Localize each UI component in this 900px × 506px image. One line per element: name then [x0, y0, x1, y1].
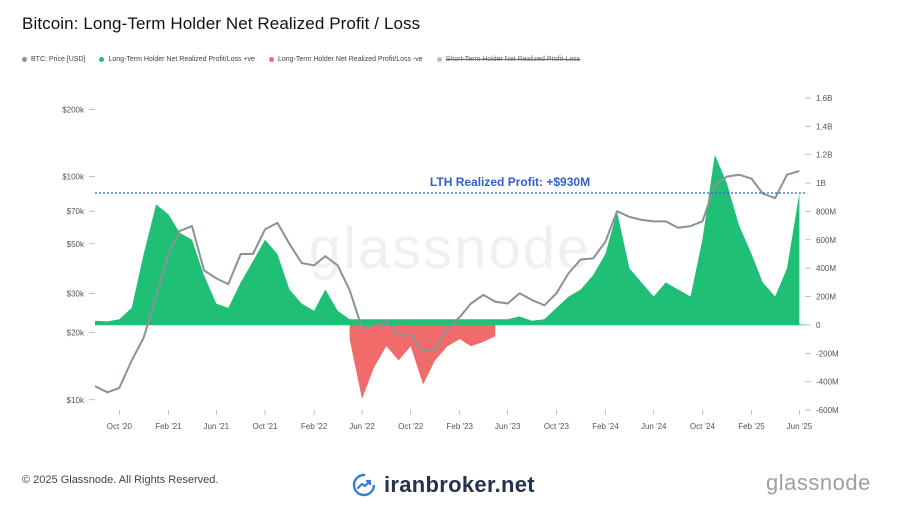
y-right-tick-label: 400M [816, 264, 836, 273]
y-left-tick-label: $70k [67, 207, 85, 216]
x-tick-label: Jun '21 [204, 422, 230, 431]
x-tick-label: Oct '21 [252, 422, 278, 431]
x-tick-label: Jun '24 [641, 422, 667, 431]
legend-item-lth-positive[interactable]: Long-Term Holder Net Realized Profit/Los… [99, 56, 255, 63]
y-right-tick-label: 1.2B [816, 151, 832, 160]
y-right-tick-label: 1.4B [816, 122, 832, 131]
legend-dot [436, 57, 442, 62]
legend-dot [99, 57, 105, 62]
x-tick-label: Oct '23 [544, 422, 570, 431]
legend-item-btc-price[interactable]: BTC: Price [USD] [22, 56, 85, 63]
y-right-tick-label: 800M [816, 207, 836, 216]
x-tick-label: Feb '24 [592, 422, 619, 431]
y-right-tick-label: -400M [816, 378, 839, 387]
legend-label: Long-Term Holder Net Realized Profit/Los… [277, 56, 423, 63]
annotation-label: LTH Realized Profit: +$930M [430, 175, 590, 189]
y-right-tick-label: 1.6B [816, 94, 832, 103]
btc-price-line [94, 170, 800, 394]
trend-arrow-icon [352, 473, 376, 497]
x-tick-label: Oct '22 [398, 422, 424, 431]
x-tick-label: Feb '21 [155, 422, 182, 431]
x-axis: Oct '20 Feb '21 Jun '21 Oct '21 Feb '22 Jun '… [107, 410, 813, 431]
y-right-tick-label: 0 [816, 321, 821, 330]
y-left-tick-label: $30k [67, 289, 85, 298]
copyright-text: © 2025 Glassnode. All Rights Reserved. [22, 474, 219, 486]
legend-label: BTC: Price [USD] [31, 56, 86, 63]
glassnode-watermark: glassnode [309, 216, 591, 281]
btc-price-series [94, 170, 800, 394]
legend-dot [268, 57, 274, 62]
y-right-tick-label: 600M [816, 236, 836, 245]
legend-item-sth-disabled[interactable]: Short-Term Holder Net Realized Profit-Lo… [436, 56, 581, 63]
x-tick-label: Jun '23 [495, 422, 521, 431]
x-tick-label: Feb '22 [301, 422, 328, 431]
x-tick-label: Oct '20 [107, 422, 133, 431]
x-tick-label: Jun '25 [787, 422, 813, 431]
y-left-tick-label: $200k [62, 105, 85, 114]
brand-name: iranbroker.net [384, 472, 535, 497]
legend-dot [22, 57, 27, 62]
y-right-tick-label: 200M [816, 293, 836, 302]
legend-item-lth-negative[interactable]: Long-Term Holder Net Realized Profit/Los… [268, 56, 423, 63]
y-left-tick-label: $50k [67, 240, 85, 249]
chart-title: Bitcoin: Long-Term Holder Net Realized P… [22, 14, 421, 33]
y-left-tick-label: $100k [62, 173, 85, 182]
x-tick-label: Oct '24 [690, 422, 716, 431]
y-left-tick-label: $10k [67, 396, 85, 405]
glassnode-logo: glassnode [766, 470, 871, 495]
plot-area [95, 98, 805, 410]
x-tick-label: Feb '25 [738, 422, 765, 431]
y-axis-left: $200k $100k $70k $50k $30k $20k $10k [62, 105, 95, 405]
y-right-tick-label: 1B [816, 179, 826, 188]
lth-loss-area [349, 324, 496, 399]
y-right-tick-label: -600M [816, 406, 839, 415]
lth-annotation: LTH Realized Profit: +$930M [95, 175, 805, 194]
x-tick-label: Feb '23 [447, 422, 474, 431]
legend-label: Long-Term Holder Net Realized Profit/Los… [108, 56, 255, 63]
iranbroker-brand: iranbroker.net [352, 472, 535, 498]
lth-profit-area [95, 154, 800, 325]
chart-legend: BTC: Price [USD] Long-Term Holder Net Re… [22, 56, 580, 63]
x-tick-label: Jun '22 [349, 422, 375, 431]
y-axis-right: 1.6B 1.4B 1.2B 1B 800M 600M 400M 200M 0 -200M -400… [805, 94, 839, 415]
y-right-tick-label: -200M [816, 349, 839, 358]
y-left-tick-label: $20k [67, 329, 85, 338]
legend-label: Short-Term Holder Net Realized Profit-Lo… [445, 56, 581, 63]
